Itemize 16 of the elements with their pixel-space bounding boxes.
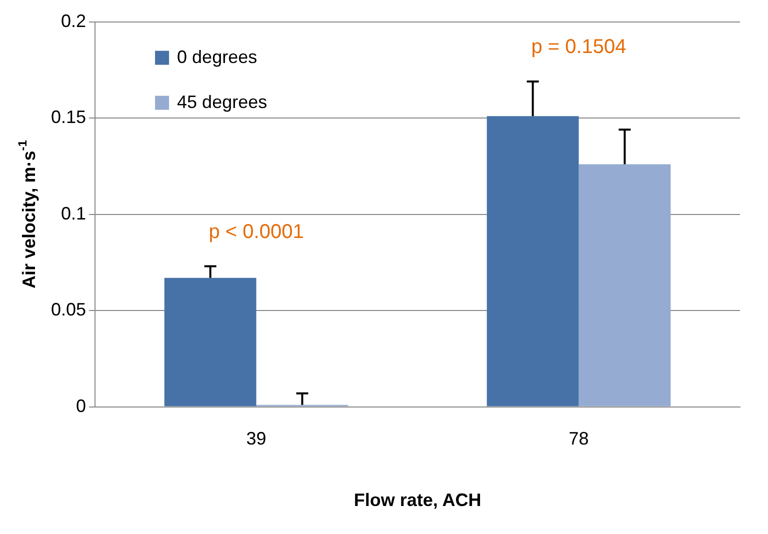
x-tick-label: 39 xyxy=(246,428,266,449)
annotation: p < 0.0001 xyxy=(208,220,304,243)
y-tick-label: 0.1 xyxy=(61,203,86,224)
y-tick-label: 0.15 xyxy=(50,107,86,128)
y-axis-title: Air velocity, m·s-1 xyxy=(15,140,39,288)
y-tick-label: 0.2 xyxy=(61,10,86,31)
annotation: p = 0.1504 xyxy=(531,36,626,58)
bar xyxy=(578,164,671,406)
bar xyxy=(486,116,579,406)
bar xyxy=(164,278,256,406)
y-tick-label: 0.05 xyxy=(50,300,86,320)
y-tick-label: 0 xyxy=(76,396,86,416)
legend-label: 0 degrees xyxy=(177,46,258,67)
legend-label: 45 degrees xyxy=(177,92,268,112)
x-axis-title: Flow rate, ACH xyxy=(354,490,482,510)
x-tick-label: 78 xyxy=(568,428,589,449)
